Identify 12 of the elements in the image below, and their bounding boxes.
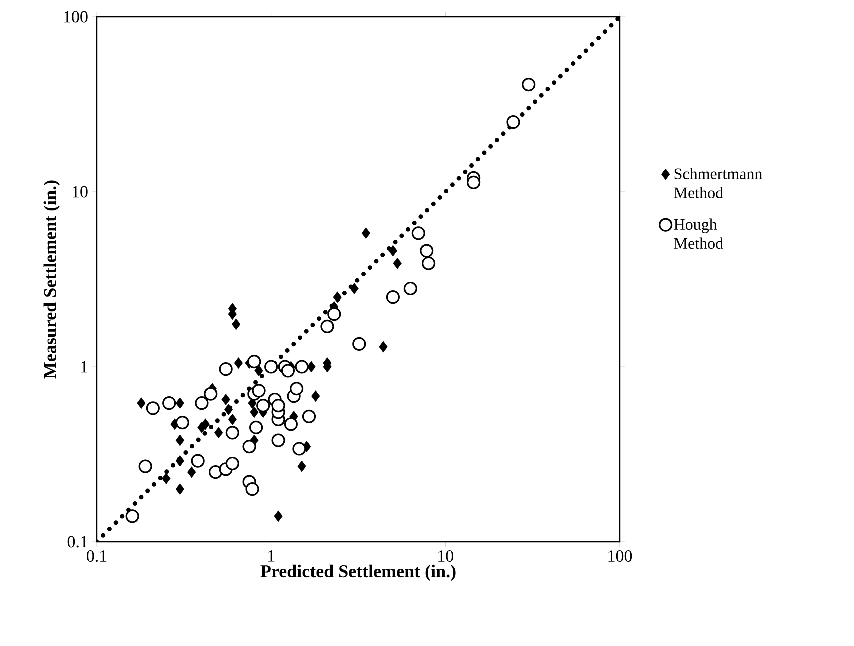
- x-tick-label: 1: [268, 550, 275, 562]
- x-tick-label: 100: [608, 550, 632, 562]
- y-tick-label: 10: [72, 186, 88, 198]
- legend-label: Schmertmann Method: [674, 168, 762, 198]
- x-tick-label: 0.1: [87, 550, 107, 562]
- x-tick-label: 10: [438, 550, 454, 562]
- legend-label: Hough Method: [674, 218, 724, 250]
- x-axis-title: Predicted Settlement (in.): [260, 564, 456, 582]
- y-tick-label: 100: [64, 11, 88, 23]
- y-tick-label: 1: [81, 361, 88, 373]
- y-axis-title: Measured Settlement (in.): [44, 180, 60, 379]
- y-tick-label: 0.1: [68, 536, 88, 548]
